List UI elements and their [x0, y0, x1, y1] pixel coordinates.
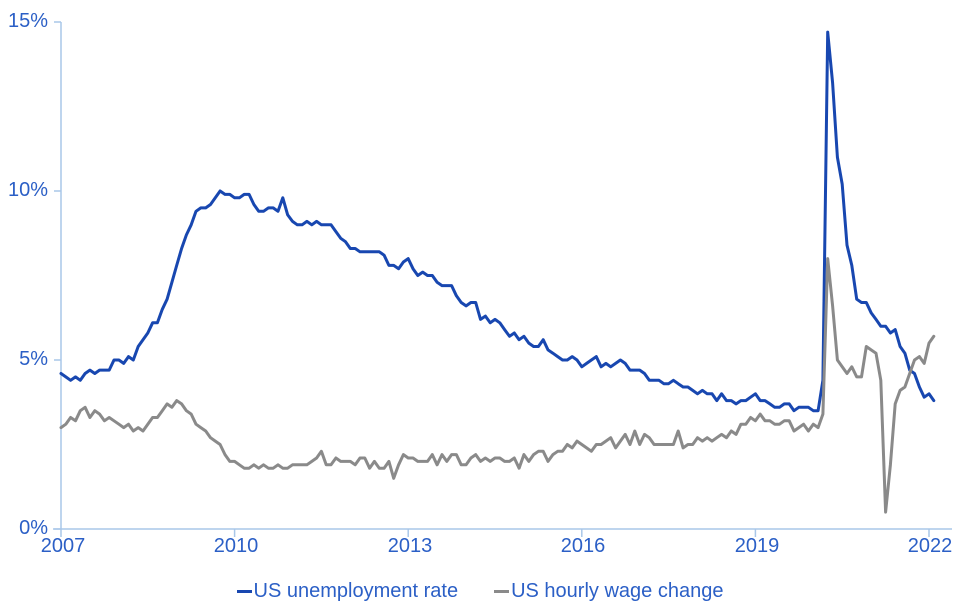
unemployment-line-swatch [236, 589, 252, 593]
legend: US unemployment rate US hourly wage chan… [0, 579, 960, 603]
legend-item-wage: US hourly wage change [494, 579, 723, 603]
x-tick-label: 2007 [40, 535, 86, 557]
legend-label: US hourly wage change [511, 580, 724, 602]
y-tick-label: 10% [7, 179, 48, 201]
y-tick-label: 5% [19, 348, 48, 370]
y-tick-label: 0% [19, 517, 48, 539]
x-tick-label: 2016 [560, 535, 606, 557]
legend-label: US unemployment rate [253, 580, 459, 602]
y-tick-label: 15% [7, 10, 48, 32]
x-tick-label: 2013 [387, 535, 433, 557]
x-tick-label: 2010 [213, 535, 259, 557]
x-tick-label: 2019 [734, 535, 780, 557]
x-tick-label: 2022 [907, 535, 953, 557]
wage-line [59, 257, 936, 514]
wage-line-swatch [494, 589, 510, 593]
legend-item-unemployment: US unemployment rate [236, 579, 459, 603]
unemployment-line [59, 30, 936, 413]
